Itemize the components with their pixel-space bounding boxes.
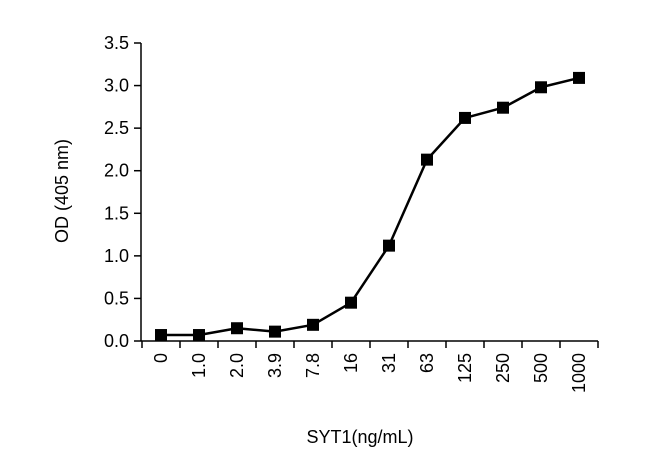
data-point-marker: [383, 239, 395, 252]
y-tick-label: 3.0: [104, 76, 129, 96]
data-point-marker: [345, 296, 357, 309]
data-point-marker: [193, 329, 205, 342]
tick-marks: [134, 42, 599, 348]
x-tick-label: 1.0: [189, 353, 209, 378]
data-point-marker: [155, 329, 167, 342]
x-tick-label: 63: [417, 353, 437, 373]
x-tick-label: 250: [493, 353, 513, 383]
data-point-marker: [421, 153, 433, 166]
data-point-marker: [231, 322, 243, 335]
y-tick-label: 2.0: [104, 161, 129, 181]
x-tick-label: 7.8: [303, 353, 323, 378]
y-tick-label: 1.0: [104, 246, 129, 266]
data-point-marker: [307, 318, 319, 331]
series: [155, 71, 585, 342]
data-point-marker: [497, 101, 509, 114]
y-tick-label: 1.5: [104, 203, 129, 223]
y-tick-label: 0.5: [104, 288, 129, 308]
x-tick-label: 125: [455, 353, 475, 383]
x-tick-label: 500: [531, 353, 551, 383]
data-point-marker: [573, 71, 585, 84]
axes: [140, 43, 598, 342]
x-tick-label: 1000: [569, 353, 589, 393]
x-axis-label: SYT1(ng/mL): [306, 427, 413, 447]
series-line: [161, 76, 580, 337]
data-point-marker: [459, 111, 471, 124]
x-tick-label: 2.0: [227, 353, 247, 378]
x-tick-label: 0: [151, 353, 171, 363]
x-tick-label: 31: [379, 353, 399, 373]
y-tick-label: 3.5: [104, 33, 129, 53]
y-axis-label: OD (405 nm): [52, 139, 72, 243]
x-tick-label: 3.9: [265, 353, 285, 378]
x-tick-label: 16: [341, 353, 361, 373]
data-point-marker: [535, 81, 547, 94]
tick-labels: 0.0 0.5 1.0 1.5 2.0 2.5 3.0 3.5 0 1.0 2.0 3.9 7.8 16 3…: [104, 33, 589, 393]
y-tick-label: 0.0: [104, 331, 129, 351]
y-tick-label: 2.5: [104, 118, 129, 138]
data-point-marker: [269, 325, 281, 338]
